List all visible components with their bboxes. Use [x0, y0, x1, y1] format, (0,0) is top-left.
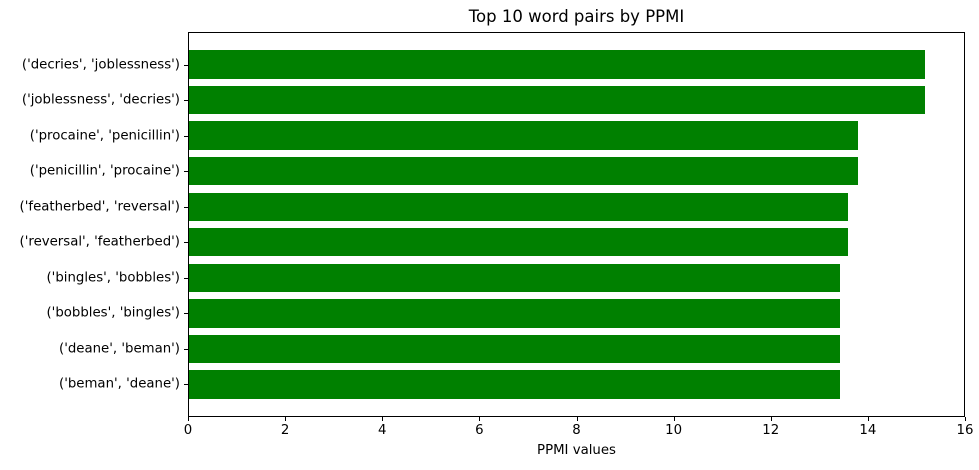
- bar: [189, 334, 840, 364]
- y-tick-label: ('bobbles', 'bingles'): [46, 305, 180, 321]
- chart-title: Top 10 word pairs by PPMI: [468, 7, 685, 26]
- bar: [189, 192, 849, 221]
- y-tick-label: ('featherbed', 'reversal'): [19, 199, 180, 215]
- y-tick-label: ('procaine', 'penicillin'): [29, 128, 180, 144]
- y-tick-label: ('beman', 'deane'): [59, 376, 180, 392]
- bar: [189, 50, 926, 79]
- x-tick-label: 6: [475, 423, 484, 438]
- x-axis-tick: [382, 417, 384, 421]
- x-axis-tick: [673, 417, 675, 421]
- plot-area: [188, 32, 965, 417]
- x-axis-tick: [576, 417, 578, 421]
- y-tick-label: ('reversal', 'featherbed'): [19, 234, 180, 250]
- bar: [189, 156, 859, 186]
- x-axis-tick: [965, 417, 966, 421]
- x-tick-label: 4: [378, 423, 387, 438]
- x-tick-label: 8: [572, 423, 581, 438]
- x-axis-tick: [285, 417, 287, 421]
- bar: [189, 228, 849, 257]
- x-axis-tick: [188, 417, 189, 421]
- bar: [189, 121, 859, 150]
- y-axis-tick: [184, 64, 188, 66]
- bar: [189, 299, 841, 328]
- y-axis-tick: [184, 242, 188, 244]
- y-tick-label: ('bingles', 'bobbles'): [46, 270, 180, 286]
- x-axis-tick: [867, 417, 869, 421]
- y-axis-tick: [184, 348, 188, 350]
- y-tick-label: ('penicillin', 'procaine'): [29, 163, 180, 179]
- bar: [189, 263, 841, 292]
- x-axis-tick: [479, 417, 481, 421]
- y-axis-tick: [184, 313, 188, 315]
- y-axis-tick: [184, 384, 188, 386]
- y-tick-label: ('deane', 'beman'): [59, 341, 180, 357]
- y-axis-tick: [184, 171, 188, 173]
- x-tick-label: 14: [859, 423, 877, 438]
- x-tick-label: 2: [280, 423, 290, 438]
- y-tick-label: ('decries', 'joblessness'): [21, 57, 180, 73]
- y-axis-tick: [184, 100, 188, 102]
- x-tick-label: 0: [183, 423, 193, 438]
- x-axis-label: PPMI values: [537, 443, 616, 458]
- bar: [189, 85, 926, 115]
- y-axis-tick: [184, 206, 188, 208]
- x-tick-label: 12: [762, 423, 780, 438]
- y-tick-label: ('joblessness', 'decries'): [21, 92, 180, 108]
- x-axis-tick: [770, 417, 772, 421]
- x-tick-label: 10: [665, 423, 683, 438]
- x-tick-label: 16: [956, 423, 974, 438]
- y-axis-tick: [184, 135, 188, 137]
- y-axis-tick: [184, 277, 188, 279]
- bar: [189, 370, 840, 399]
